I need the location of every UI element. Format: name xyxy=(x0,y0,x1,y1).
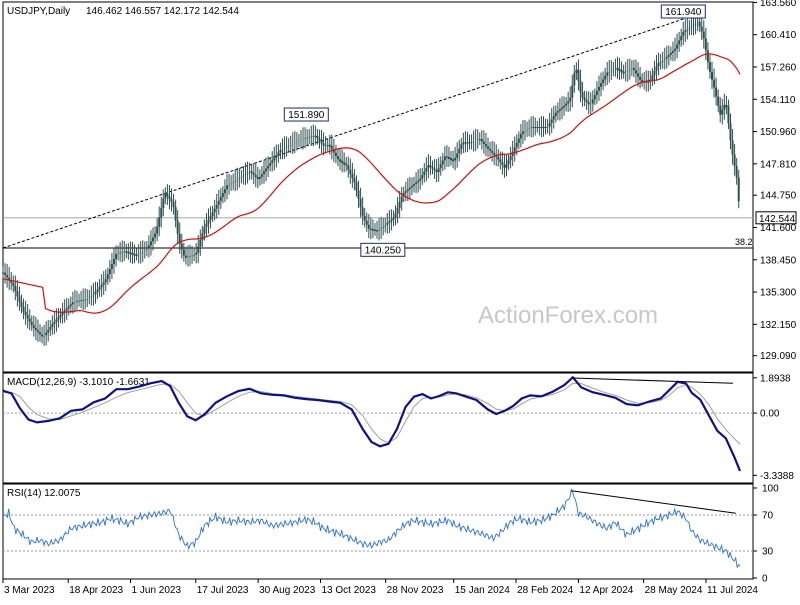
x-tick-label: 28 Feb 2024 xyxy=(517,585,574,596)
macd-title: MACD(12,26,9) -3.1010 -1.6631 xyxy=(7,377,150,388)
ohlc-values: 146.462 146.557 142.172 142.544 xyxy=(86,6,239,17)
x-tick-label: 1 Jun 2023 xyxy=(132,585,182,596)
price-annotation-label: 151.890 xyxy=(288,110,325,121)
rsi-line xyxy=(2,488,741,569)
x-tick-label: 18 Apr 2023 xyxy=(69,585,123,596)
price-tick-label: 157.260 xyxy=(760,62,797,73)
rsi-title: RSI(14) 12.0075 xyxy=(7,488,81,499)
price-annotation-box xyxy=(660,4,706,19)
x-tick-label: 11 Jul 2024 xyxy=(707,585,758,596)
rsi-tick-label: 0 xyxy=(762,574,768,585)
macd-signal-line xyxy=(2,382,741,445)
price-tick-label: 150.960 xyxy=(760,127,797,138)
x-tick-label: 3 Mar 2023 xyxy=(4,585,55,596)
x-tick-label: 28 May 2024 xyxy=(645,585,703,596)
macd-tick-label: 0.00 xyxy=(760,409,780,420)
x-tick-label: 17 Jul 2023 xyxy=(197,585,249,596)
price-annotation-box xyxy=(283,107,329,122)
macd-tick-label: 1.8938 xyxy=(760,373,791,384)
chart-title: USDJPY,Daily xyxy=(7,6,70,17)
rsi-pane xyxy=(2,483,754,580)
last-price-tag xyxy=(755,211,797,225)
macd-divergence-line xyxy=(572,377,733,384)
price-tick-label: 163.560 xyxy=(760,0,797,9)
x-tick-label: 13 Oct 2023 xyxy=(321,585,376,596)
price-tick-label: 144.750 xyxy=(760,191,797,202)
rsi-tick-label: 70 xyxy=(762,511,774,522)
fib-level-label: 38.2 xyxy=(735,237,753,247)
price-tick-label: 129.090 xyxy=(760,351,797,362)
moving-average-line xyxy=(2,53,741,314)
price-tick-label: 135.300 xyxy=(760,288,797,299)
price-tick-label: 147.810 xyxy=(760,159,797,170)
rsi-divergence-line xyxy=(571,490,736,514)
price-annotation-label: 161.940 xyxy=(665,7,702,18)
price-tick-label: 132.150 xyxy=(760,320,797,331)
price-tick-label: 138.450 xyxy=(760,255,797,266)
macd-pane xyxy=(2,372,754,484)
x-tick-label: 12 Apr 2024 xyxy=(579,585,633,596)
price-annotation-label: 140.250 xyxy=(365,245,402,256)
price-tick-label: 141.600 xyxy=(760,223,797,234)
x-tick-label: 15 Jan 2024 xyxy=(455,585,510,596)
macd-main-line xyxy=(2,375,742,472)
x-tick-label: 30 Aug 2023 xyxy=(259,585,316,596)
price-tick-label: 160.410 xyxy=(760,30,797,41)
price-annotation-box xyxy=(360,242,406,257)
watermark: ActionForex.com xyxy=(478,302,658,329)
rsi-tick-label: 30 xyxy=(762,547,774,558)
rsi-tick-label: 100 xyxy=(762,484,779,495)
macd-tick-label: -3.3388 xyxy=(760,471,794,482)
price-tick-label: 154.110 xyxy=(760,95,796,106)
last-price-tag-label: 142.544 xyxy=(759,214,796,225)
x-tick-label: 28 Nov 2023 xyxy=(387,585,444,596)
